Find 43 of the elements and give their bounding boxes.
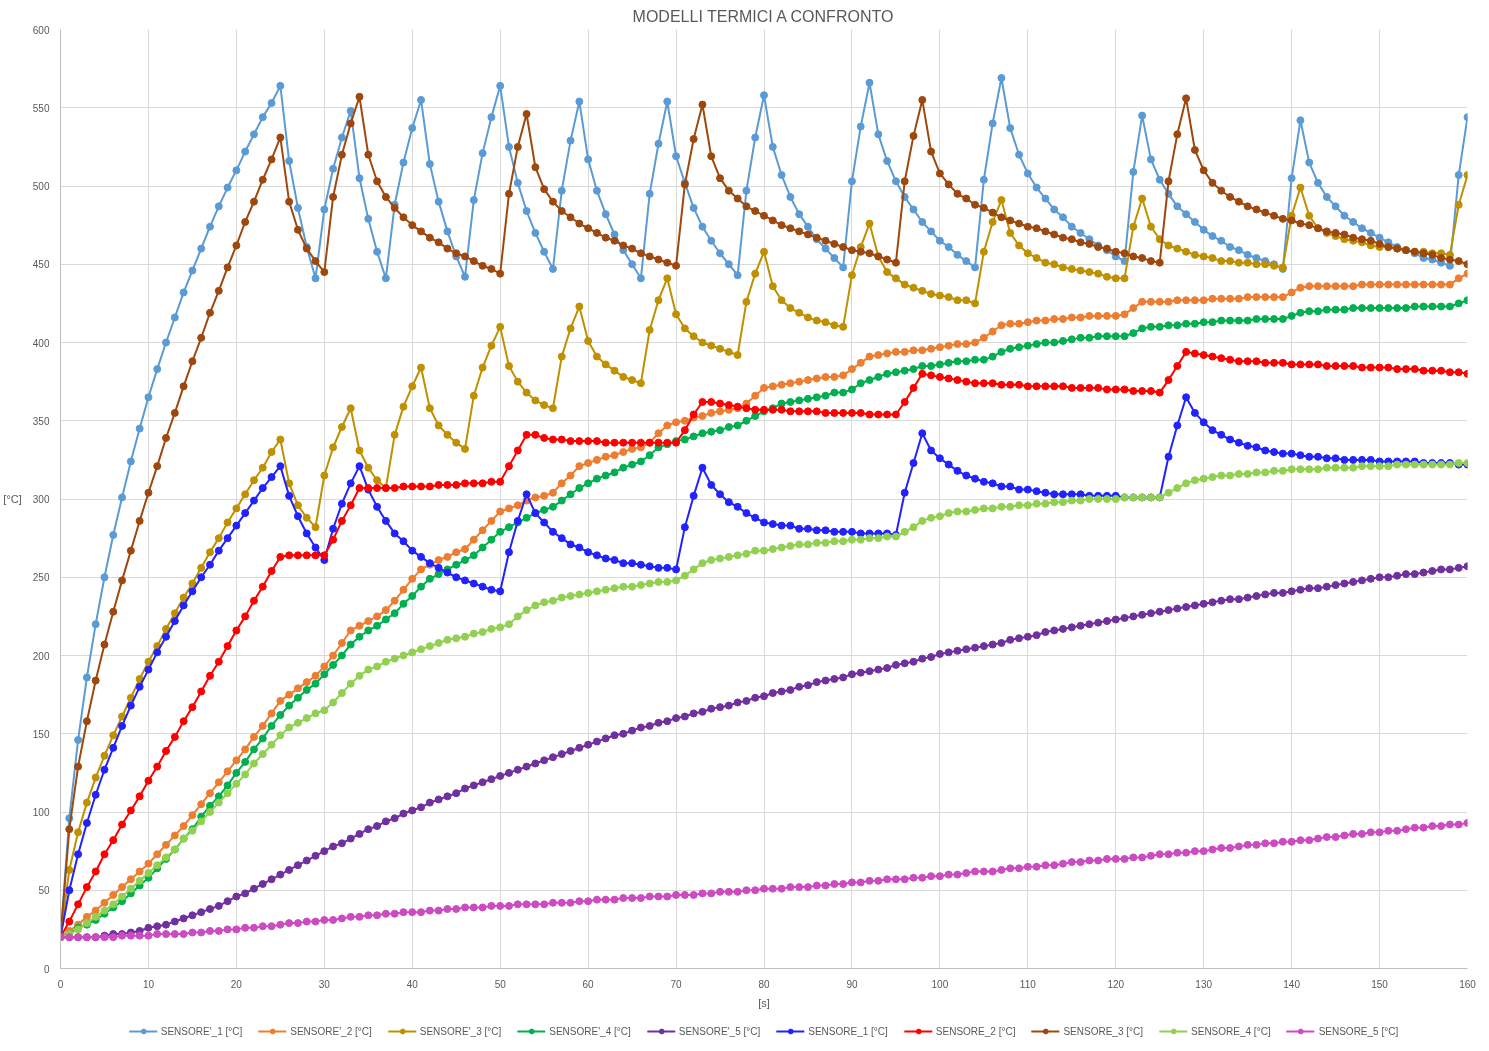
legend-label: SENSORE'_3 [°C] — [419, 1024, 502, 1038]
x-tick-label: 40 — [406, 978, 419, 990]
y-tick-label: 100 — [32, 807, 50, 818]
x-tick-label: 100 — [931, 978, 949, 990]
x-tick-label: 80 — [758, 978, 770, 990]
x-tick-label: 110 — [1019, 978, 1037, 990]
y-tick-label: 50 — [38, 885, 50, 897]
x-tick-label: 130 — [1195, 978, 1213, 990]
x-tick-label: 0 — [57, 978, 64, 990]
legend-label: SENSORE_5 [°C] — [1318, 1024, 1399, 1038]
y-tick-label: 600 — [32, 24, 50, 36]
y-tick-label: 0 — [43, 963, 50, 975]
y-tick-label: 250 — [32, 572, 50, 584]
legend-label: SENSORE_4 [°C] — [1191, 1024, 1271, 1038]
x-tick-label: 60 — [582, 978, 595, 990]
y-tick-label: 450 — [32, 259, 50, 271]
legend-label: SENSORE'_4 [°C] — [549, 1024, 631, 1038]
x-tick-label: 10 — [142, 978, 155, 990]
legend-label: SENSORE'_1 [°C] — [160, 1024, 243, 1038]
legend-label: SENSORE_2 [°C] — [935, 1024, 1016, 1038]
legend-label: SENSORE_3 [°C] — [1063, 1024, 1144, 1038]
x-tick-label: 160 — [1459, 978, 1477, 990]
x-tick-label: 140 — [1283, 978, 1301, 990]
x-tick-label: 90 — [846, 978, 858, 990]
chart-title: MODELLI TERMICI A CONFRONTO — [632, 7, 894, 25]
y-tick-label: 150 — [32, 728, 50, 740]
x-tick-label: 30 — [318, 978, 331, 990]
y-tick-label: 200 — [32, 650, 50, 662]
x-tick-label: 120 — [1107, 978, 1125, 990]
legend-label: SENSORE'_2 [°C] — [290, 1024, 372, 1038]
legend-label: SENSORE_1 [°C] — [808, 1024, 888, 1038]
legend-label: SENSORE'_5 [°C] — [678, 1024, 761, 1038]
x-tick-label: 70 — [670, 978, 683, 990]
y-tick-label: 300 — [32, 494, 50, 505]
y-tick-label: 500 — [32, 181, 50, 192]
y-tick-label: 350 — [32, 415, 50, 427]
y-tick-label: 550 — [32, 102, 50, 114]
y-axis-title: [°C] — [3, 493, 22, 505]
x-tick-label: 150 — [1371, 978, 1389, 990]
x-tick-label: 50 — [494, 978, 507, 990]
y-tick-label: 400 — [32, 337, 50, 349]
x-axis-title: [s] — [758, 996, 770, 1009]
x-tick-label: 20 — [230, 978, 243, 990]
